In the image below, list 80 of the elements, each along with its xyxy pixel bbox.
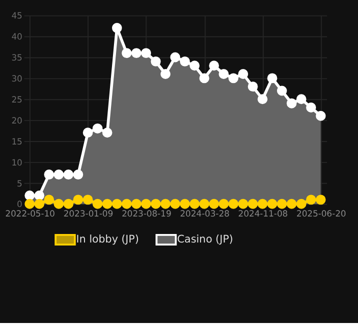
point [248,82,258,92]
x-tick-label: 2025-06-20 [296,210,346,220]
point [34,198,44,209]
point [218,198,229,209]
point [209,198,219,209]
point [122,48,132,58]
point [54,198,64,209]
point [199,198,210,209]
point [34,190,44,200]
point [276,86,287,96]
point [24,198,35,209]
point [112,22,122,33]
point [180,56,190,66]
point [306,102,316,112]
legend-label: In lobby (JP) [76,234,139,246]
point [122,198,132,209]
point [316,194,326,205]
point [102,198,112,209]
point [102,128,112,138]
point [228,73,238,84]
point [238,198,248,209]
x-tick-label: 2024-03-28 [180,210,230,220]
point [296,94,306,104]
x-tick-label: 2023-01-09 [63,210,114,220]
point [141,48,152,58]
point [267,198,278,209]
y-tick-label: 40 [11,32,22,43]
point [160,198,170,209]
y-tick-label: 15 [11,137,22,148]
point [63,170,74,180]
point [286,98,297,108]
y-tick-label: 35 [11,54,22,64]
point [296,198,306,209]
point [150,56,161,66]
point [150,198,161,209]
x-tick-label: 2022-05-10 [5,210,55,220]
legend-label: Casino (JP) [177,234,234,246]
y-tick-label: 10 [11,158,22,168]
point [92,198,103,209]
point [63,198,74,209]
point [190,60,200,71]
point [131,48,142,58]
y-tick-label: 30 [11,74,22,85]
y-tick-label: 25 [11,95,22,106]
point [44,170,54,180]
y-tick-label: 45 [11,12,22,22]
point [160,69,170,79]
point [82,128,93,138]
point [316,110,326,121]
point [248,198,258,209]
point [258,94,268,104]
point [73,170,84,180]
x-tick-label: 2023-08-19 [122,210,172,220]
x-tick-label: 2024-11-08 [238,210,288,220]
point [54,170,64,180]
point [306,194,316,205]
point [190,198,200,209]
point [238,69,248,79]
y-tick-label: 5 [16,179,22,190]
point [73,194,84,205]
point [170,198,180,209]
point [131,198,142,209]
point [141,198,152,209]
point [24,190,35,200]
point [92,123,103,134]
point [44,194,54,205]
point [112,198,122,209]
point [267,73,278,84]
point [258,198,268,209]
point [180,198,190,209]
point [82,194,93,205]
point [228,198,238,209]
point [170,52,180,62]
y-tick-label: 20 [11,116,22,126]
point [199,73,210,84]
point [276,198,287,209]
y-tick-label: 0 [16,200,22,210]
point [209,60,219,71]
point [286,198,297,209]
point [218,69,229,79]
